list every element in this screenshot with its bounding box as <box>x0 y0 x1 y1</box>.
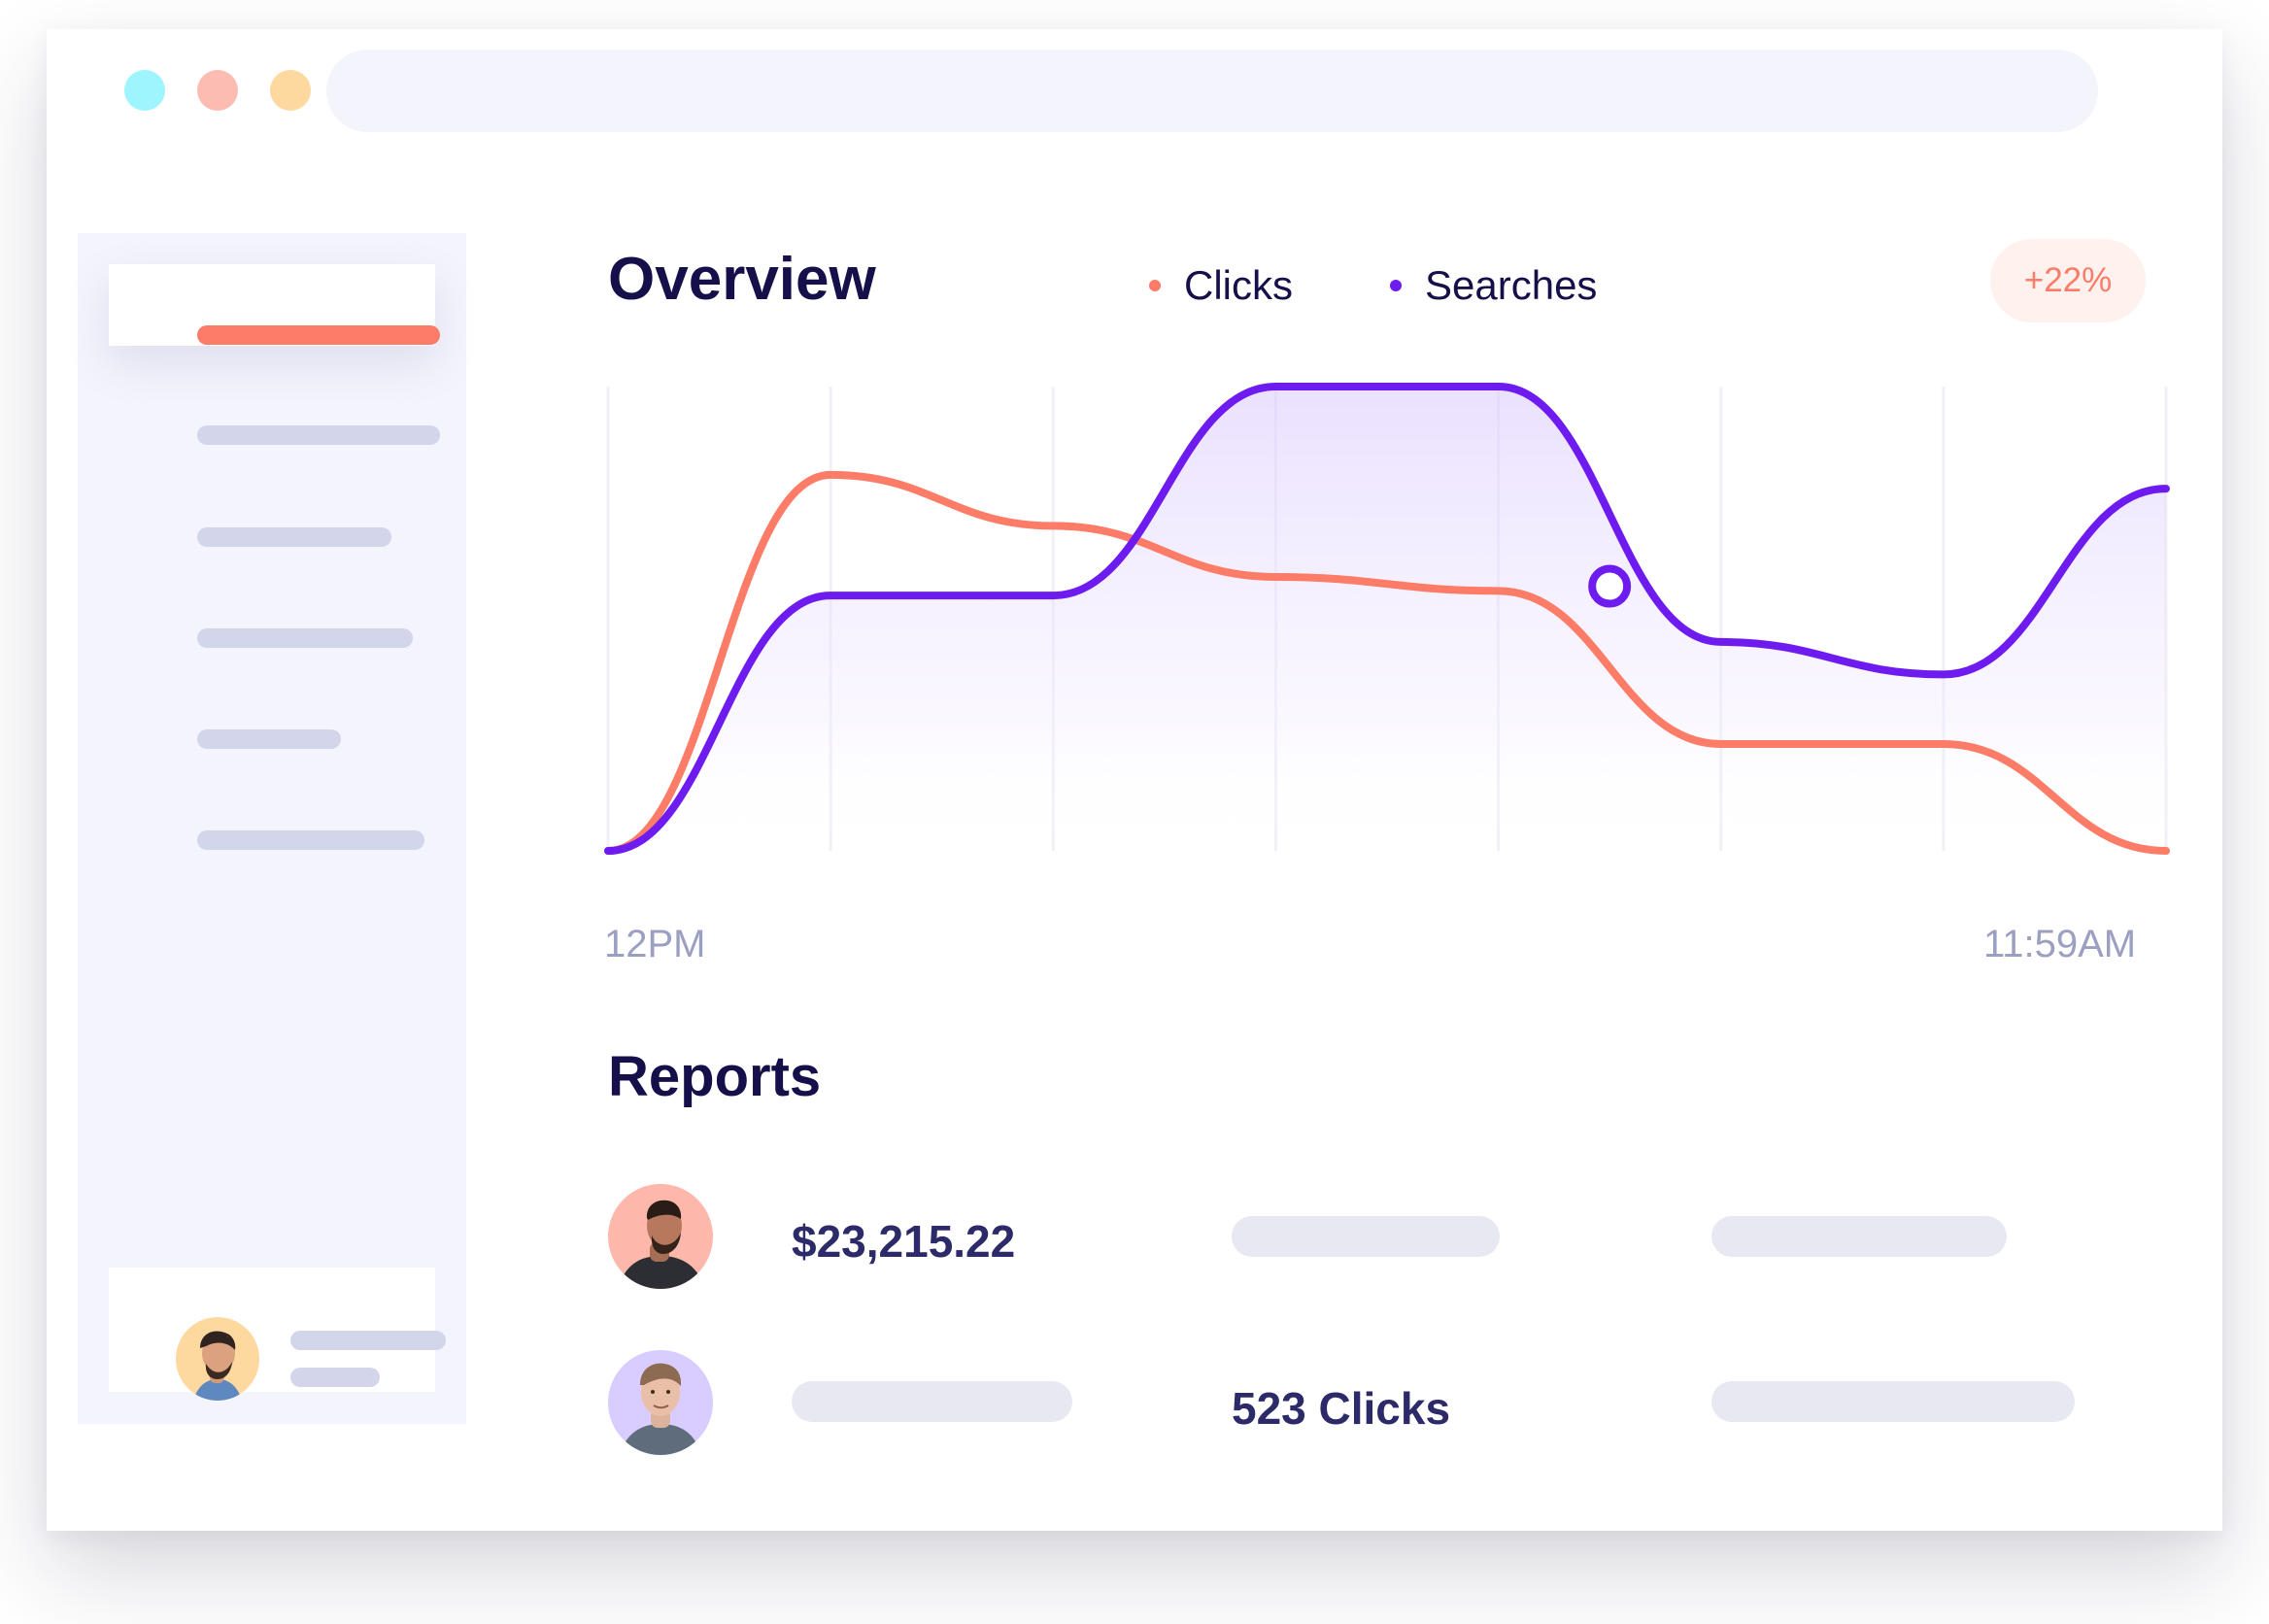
sidebar-item-active-placeholder <box>197 325 440 345</box>
searches-line <box>604 383 2170 855</box>
sidebar-item-placeholder[interactable] <box>197 628 413 648</box>
report-clicks-value: 523 Clicks <box>1232 1383 1451 1434</box>
address-bar[interactable] <box>326 50 2098 132</box>
window-control-yellow[interactable] <box>270 70 311 111</box>
person-photo-icon <box>620 1363 701 1455</box>
searches-highlight-point[interactable] <box>1588 564 1632 608</box>
report-placeholder-pill <box>1711 1381 2075 1422</box>
searches-legend-label: Searches <box>1425 262 1598 308</box>
profile-role-placeholder <box>290 1368 380 1387</box>
sidebar-item-placeholder[interactable] <box>197 729 341 749</box>
person-photo-icon <box>193 1331 242 1401</box>
overview-chart <box>604 383 2170 855</box>
profile-avatar[interactable] <box>176 1317 259 1401</box>
report-avatar[interactable] <box>608 1350 713 1455</box>
legend-clicks: Clicks <box>1149 260 1293 311</box>
legend-searches: Searches <box>1390 260 1597 311</box>
window-control-pink[interactable] <box>197 70 238 111</box>
sidebar-item-placeholder[interactable] <box>197 830 424 850</box>
report-placeholder-pill <box>1232 1216 1500 1257</box>
report-revenue-value: $23,215.22 <box>792 1216 1016 1267</box>
window-control-cyan[interactable] <box>124 70 165 111</box>
clicks-line <box>604 470 2170 855</box>
sidebar-profile-card[interactable] <box>109 1268 435 1392</box>
searches-legend-dot <box>1390 280 1402 291</box>
clicks-legend-dot <box>1149 280 1161 291</box>
report-placeholder-pill <box>792 1381 1072 1422</box>
clicks-legend-label: Clicks <box>1184 262 1293 308</box>
searches-area <box>608 387 2166 851</box>
profile-name-placeholder <box>290 1331 446 1350</box>
page-title: Overview <box>608 246 876 313</box>
change-badge: +22% <box>1990 239 2146 322</box>
person-photo-icon <box>618 1200 705 1289</box>
reports-title: Reports <box>608 1045 822 1108</box>
x-axis-start-label: 12PM <box>604 923 706 965</box>
report-avatar[interactable] <box>608 1184 713 1289</box>
sidebar-item-placeholder[interactable] <box>197 425 440 445</box>
report-placeholder-pill <box>1711 1216 2007 1257</box>
sidebar <box>78 233 466 1424</box>
x-axis-end-label: 11:59AM <box>1983 923 2137 965</box>
sidebar-item-placeholder[interactable] <box>197 527 391 547</box>
